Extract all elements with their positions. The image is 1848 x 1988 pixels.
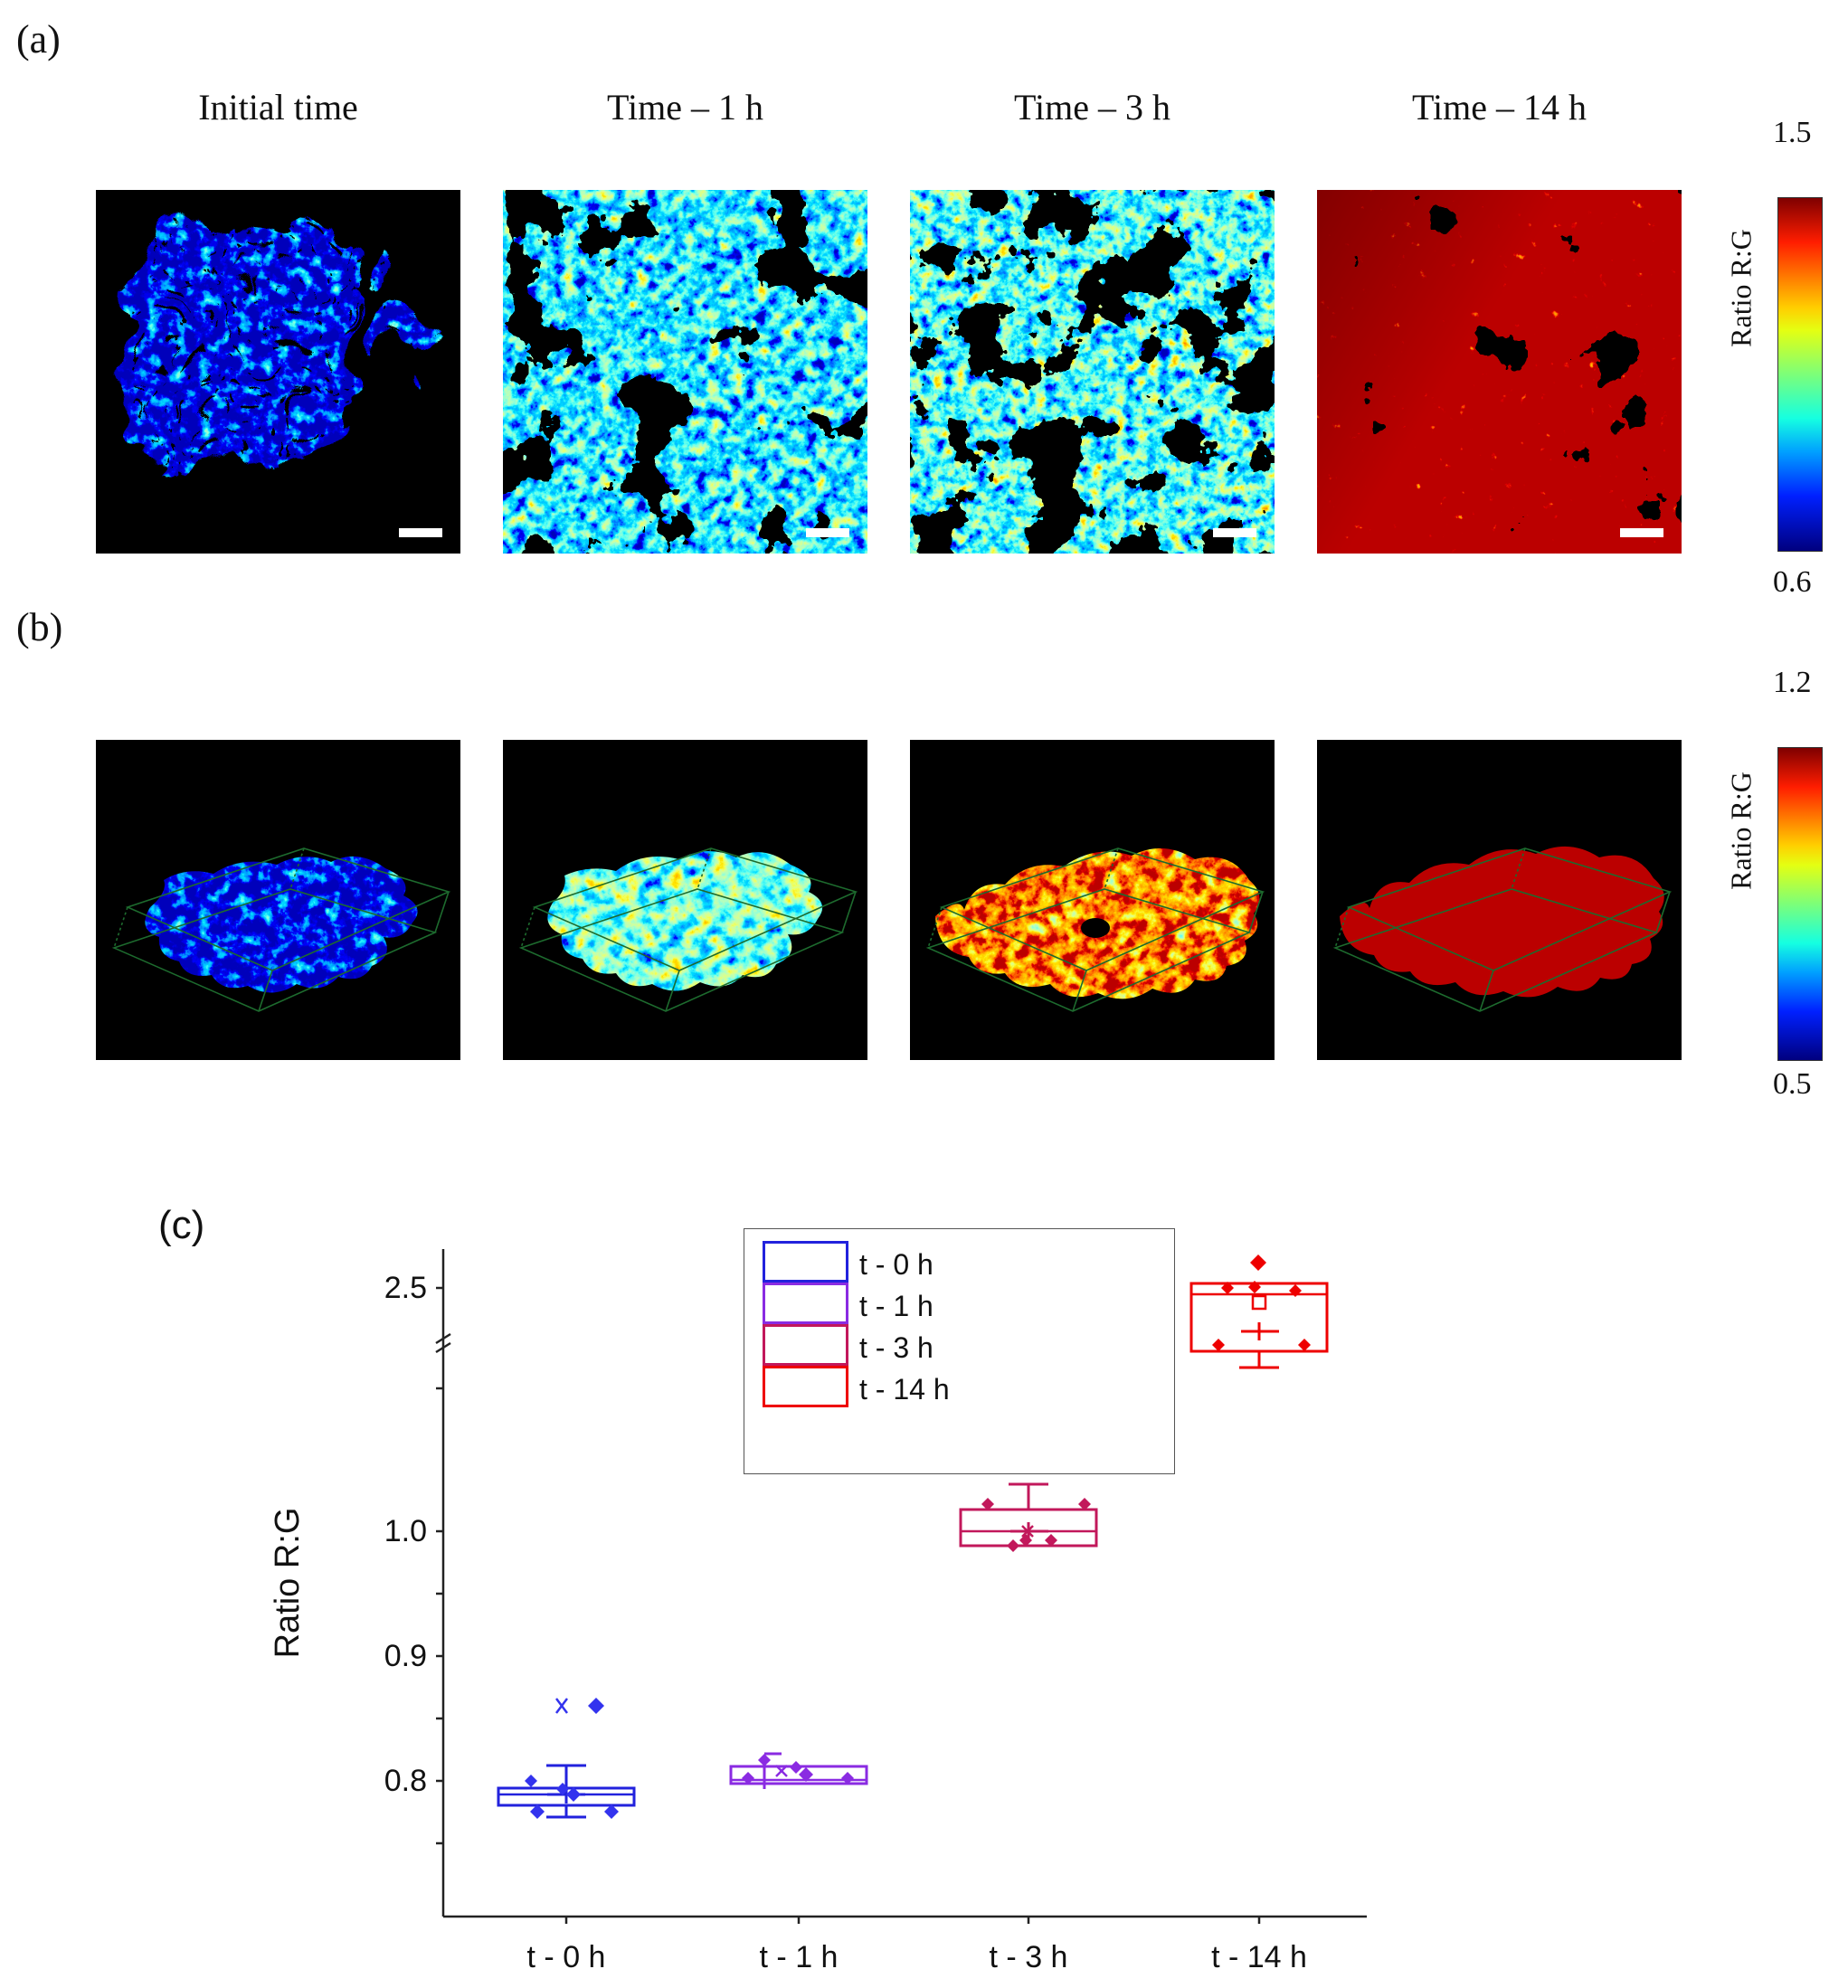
svg-text:0.9: 0.9 [384,1639,427,1673]
svg-text:2.5: 2.5 [384,1271,427,1305]
svg-text:t - 0 h: t - 0 h [527,1940,606,1974]
svg-text:1.0: 1.0 [384,1514,427,1548]
svg-text:Ratio R:G: Ratio R:G [269,1508,307,1659]
svg-text:0.8: 0.8 [384,1764,427,1798]
svg-text:t - 1 h: t - 1 h [760,1940,839,1974]
svg-text:t - 3 h: t - 3 h [990,1940,1068,1974]
svg-text:t - 14 h: t - 14 h [1211,1940,1307,1974]
